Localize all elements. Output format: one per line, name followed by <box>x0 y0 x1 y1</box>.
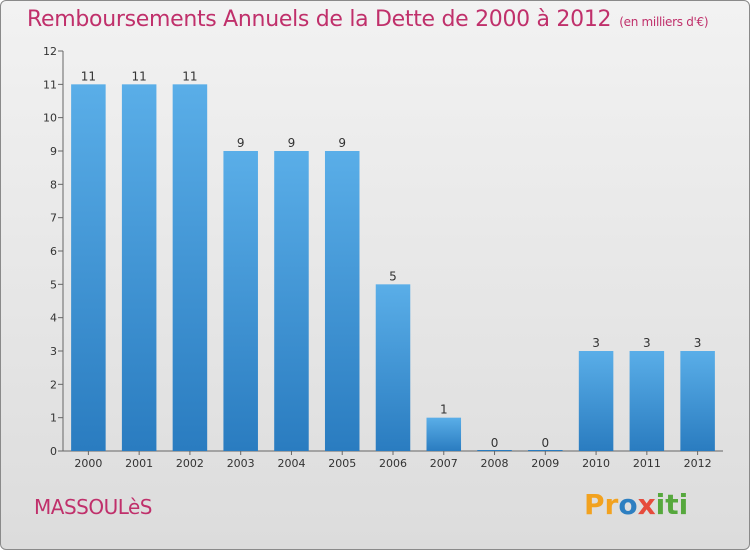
bar <box>223 151 258 451</box>
y-tick-label: 11 <box>43 78 57 91</box>
proxiti-logo: Proxiti <box>584 488 688 521</box>
bar <box>375 284 411 451</box>
y-tick-label: 6 <box>50 245 57 258</box>
y-tick-label: 4 <box>50 312 57 325</box>
bar <box>578 351 614 451</box>
bar <box>274 151 309 451</box>
bar <box>172 84 208 451</box>
data-label: 3 <box>643 336 651 350</box>
data-label: 11 <box>81 69 96 83</box>
y-tick-label: 2 <box>50 378 57 391</box>
bar <box>426 417 462 451</box>
y-tick-label: 1 <box>50 412 57 425</box>
chart-title: Remboursements Annuels de la Dette de 20… <box>27 7 709 32</box>
title-text: Remboursements Annuels de la Dette de 20… <box>27 7 612 32</box>
logo-part-4: iti <box>655 488 689 521</box>
logo-part-1: Pr <box>584 488 619 521</box>
data-label: 3 <box>592 336 600 350</box>
y-tick-label: 3 <box>50 345 57 358</box>
data-label: 11 <box>182 69 197 83</box>
x-tick-label: 2012 <box>684 457 712 470</box>
bar <box>528 450 563 451</box>
data-label: 1 <box>440 403 448 417</box>
x-tick-label: 2005 <box>328 457 356 470</box>
commune-name: MASSOULèS <box>34 495 153 519</box>
chart-subtitle: (en milliers d'€) <box>619 15 709 29</box>
y-tick-label: 0 <box>50 445 57 458</box>
y-tick-label: 10 <box>43 112 57 125</box>
data-label: 0 <box>491 436 499 450</box>
bar <box>71 84 106 451</box>
x-tick-label: 2000 <box>74 457 102 470</box>
x-tick-label: 2002 <box>176 457 204 470</box>
bar <box>477 450 512 451</box>
data-label: 3 <box>694 336 702 350</box>
logo-part-2: o <box>618 488 638 521</box>
logo-part-3: x <box>637 488 656 521</box>
y-tick-label: 5 <box>50 278 57 291</box>
x-tick-label: 2001 <box>125 457 153 470</box>
x-tick-label: 2004 <box>277 457 305 470</box>
x-tick-label: 2008 <box>481 457 509 470</box>
bar <box>121 84 157 451</box>
x-tick-label: 2009 <box>531 457 559 470</box>
x-tick-label: 2006 <box>379 457 407 470</box>
y-tick-label: 7 <box>50 212 57 225</box>
y-tick-label: 9 <box>50 145 57 158</box>
x-tick-label: 2007 <box>430 457 458 470</box>
x-tick-label: 2011 <box>633 457 661 470</box>
data-label: 9 <box>338 136 346 150</box>
data-label: 11 <box>132 69 147 83</box>
x-tick-label: 2003 <box>227 457 255 470</box>
data-label: 9 <box>288 136 296 150</box>
y-tick-label: 8 <box>50 178 57 191</box>
data-label: 0 <box>541 436 549 450</box>
data-label: 9 <box>237 136 245 150</box>
bar <box>629 351 665 451</box>
bar <box>680 351 715 451</box>
y-tick-label: 12 <box>43 45 57 58</box>
bar <box>324 151 360 451</box>
x-tick-label: 2010 <box>582 457 610 470</box>
data-label: 5 <box>389 269 397 283</box>
